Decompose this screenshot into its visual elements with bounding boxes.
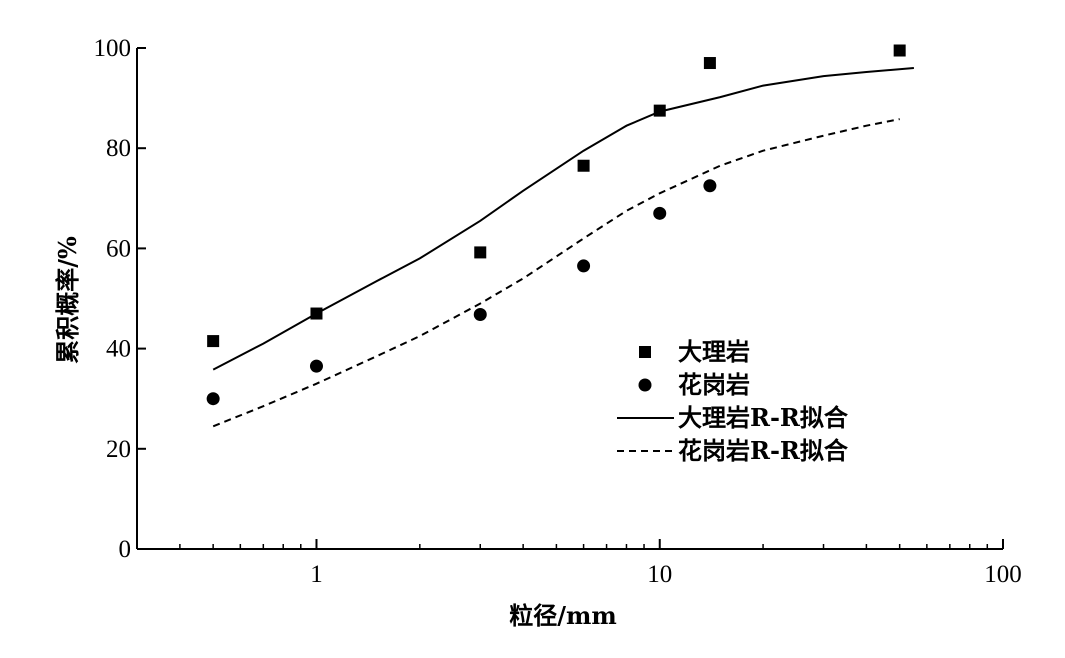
series-line xyxy=(212,118,900,428)
data-point xyxy=(703,57,716,70)
legend-marker xyxy=(638,378,652,392)
data-point xyxy=(474,246,487,259)
y-ticks: 0 20 40 60 80 100 xyxy=(94,35,146,563)
y-tick-label: 80 xyxy=(106,135,131,162)
legend-item: 花岗岩R-R拟合 xyxy=(617,436,849,465)
series-2 xyxy=(206,179,717,406)
legend-label: 大理岩R-R拟合 xyxy=(678,403,849,432)
series-4 xyxy=(212,118,900,428)
legend-item: 大理岩 xyxy=(639,337,750,366)
y-tick-label: 20 xyxy=(106,436,131,463)
data-point xyxy=(309,359,323,373)
legend-label: 花岗岩 xyxy=(678,370,750,399)
x-tick-label: 1 xyxy=(310,561,323,588)
data-point xyxy=(703,179,717,193)
legend-marker xyxy=(639,346,651,358)
x-ticks: 1 10 100 xyxy=(179,539,1022,588)
x-axis-label: 粒径/mm xyxy=(509,601,617,630)
series-1 xyxy=(207,44,906,348)
axes xyxy=(136,48,1003,550)
y-tick-label: 0 xyxy=(119,536,132,563)
data-point xyxy=(577,259,591,273)
series-line xyxy=(212,67,914,371)
data-point xyxy=(473,308,487,322)
data-point xyxy=(893,44,906,57)
series-3 xyxy=(212,67,914,371)
data-point xyxy=(206,392,220,406)
y-tick-label: 100 xyxy=(94,35,132,62)
legend-label: 大理岩 xyxy=(678,337,750,366)
data-point xyxy=(577,159,590,172)
y-axis-label: 累积概率/% xyxy=(53,236,82,364)
legend-item: 大理岩R-R拟合 xyxy=(617,403,849,432)
legend-item: 花岗岩 xyxy=(638,370,750,399)
plot-series xyxy=(206,44,914,428)
x-tick-label: 100 xyxy=(984,561,1022,588)
data-point xyxy=(653,206,667,220)
legend-label: 花岗岩R-R拟合 xyxy=(678,436,849,465)
data-point xyxy=(207,335,220,348)
y-tick-label: 40 xyxy=(106,336,131,363)
y-tick-label: 60 xyxy=(106,235,131,262)
x-tick-label: 10 xyxy=(647,561,672,588)
